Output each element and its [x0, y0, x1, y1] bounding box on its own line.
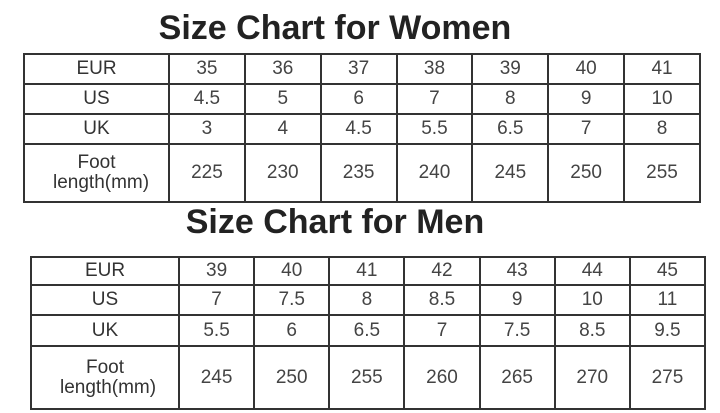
- table-cell: 270: [553, 345, 631, 410]
- men-size-table: EUR 39 40 41 42 43 44 45 US 7 7.5 8 8.5 9 10 11 UK 5.5 6 6.…: [30, 256, 707, 410]
- table-row: EUR 35 36 37 38 39 40 41: [23, 53, 701, 85]
- row-label: EUR: [23, 53, 170, 85]
- row-label: US: [30, 284, 180, 316]
- row-label: UK: [23, 113, 170, 145]
- row-label: US: [23, 83, 170, 115]
- table-cell: 43: [478, 256, 556, 286]
- table-cell: 8: [623, 113, 701, 145]
- table-cell: 37: [319, 53, 398, 85]
- table-cell: 5.5: [177, 314, 256, 347]
- table-row: US 4.5 5 6 7 8 9 10: [23, 83, 701, 115]
- table-cell: 7: [547, 113, 626, 145]
- table-cell: 41: [328, 256, 406, 286]
- table-cell: 4: [243, 113, 322, 145]
- row-label: Foot length(mm): [23, 143, 170, 203]
- table-cell: 11: [628, 284, 707, 316]
- table-row: UK 5.5 6 6.5 7 7.5 8.5 9.5: [30, 314, 707, 347]
- table-cell: 7: [177, 284, 256, 316]
- table-cell: 6: [319, 83, 398, 115]
- table-cell: 7: [403, 314, 481, 347]
- table-cell: 230: [243, 143, 322, 203]
- table-cell: 9: [478, 284, 556, 316]
- table-cell: 240: [395, 143, 474, 203]
- table-cell: 6.5: [471, 113, 550, 145]
- table-cell: 3: [168, 113, 246, 145]
- table-row: UK 3 4 4.5 5.5 6.5 7 8: [23, 113, 701, 145]
- table-row: EUR 39 40 41 42 43 44 45: [30, 256, 707, 286]
- table-cell: 45: [628, 256, 707, 286]
- women-title: Size Chart for Women: [158, 9, 512, 47]
- table-cell: 260: [403, 345, 481, 410]
- table-cell: 9: [547, 83, 626, 115]
- row-label: UK: [30, 314, 180, 347]
- table-cell: 42: [403, 256, 481, 286]
- table-cell: 6: [253, 314, 331, 347]
- table-cell: 8: [328, 284, 406, 316]
- table-cell: 7.5: [478, 314, 556, 347]
- table-cell: 10: [553, 284, 631, 316]
- table-cell: 8: [471, 83, 550, 115]
- table-cell: 38: [395, 53, 474, 85]
- table-cell: 8.5: [553, 314, 631, 347]
- table-cell: 4.5: [168, 83, 246, 115]
- table-cell: 4.5: [319, 113, 398, 145]
- table-cell: 9.5: [628, 314, 707, 347]
- table-cell: 245: [471, 143, 550, 203]
- men-title: Size Chart for Men: [185, 203, 485, 241]
- table-cell: 5: [243, 83, 322, 115]
- table-row: Foot length(mm) 245 250 255 260 265 270 275: [30, 345, 707, 410]
- table-cell: 250: [253, 345, 331, 410]
- table-cell: 225: [168, 143, 246, 203]
- table-cell: 10: [623, 83, 701, 115]
- row-label: Foot length(mm): [30, 345, 180, 410]
- table-cell: 255: [623, 143, 701, 203]
- table-cell: 44: [553, 256, 631, 286]
- table-cell: 275: [628, 345, 707, 410]
- table-cell: 40: [547, 53, 626, 85]
- table-cell: 245: [177, 345, 256, 410]
- table-cell: 6.5: [328, 314, 406, 347]
- women-size-table: EUR 35 36 37 38 39 40 41 US 4.5 5 6 7 8 9 10 UK 3 4 4.5 5.5 6…: [23, 53, 701, 203]
- table-cell: 255: [328, 345, 406, 410]
- table-cell: 5.5: [395, 113, 474, 145]
- table-cell: 39: [471, 53, 550, 85]
- table-cell: 250: [547, 143, 626, 203]
- table-cell: 39: [177, 256, 256, 286]
- table-cell: 36: [243, 53, 322, 85]
- table-cell: 35: [168, 53, 246, 85]
- table-cell: 7: [395, 83, 474, 115]
- row-label: EUR: [30, 256, 180, 286]
- table-row: US 7 7.5 8 8.5 9 10 11: [30, 284, 707, 316]
- table-cell: 40: [253, 256, 331, 286]
- table-cell: 8.5: [403, 284, 481, 316]
- table-cell: 7.5: [253, 284, 331, 316]
- table-cell: 235: [319, 143, 398, 203]
- table-cell: 265: [478, 345, 556, 410]
- table-row: Foot length(mm) 225 230 235 240 245 250 255: [23, 143, 701, 203]
- table-cell: 41: [623, 53, 701, 85]
